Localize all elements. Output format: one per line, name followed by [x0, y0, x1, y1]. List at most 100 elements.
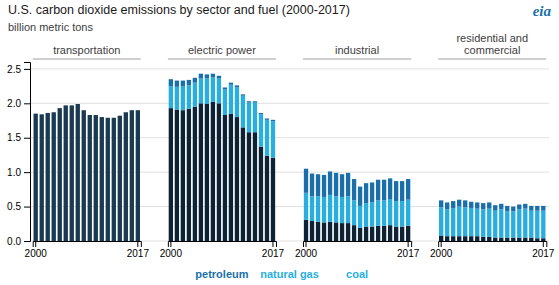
bar [40, 114, 44, 241]
bar [235, 117, 239, 241]
bar [394, 201, 398, 226]
bar [193, 78, 197, 83]
bar [406, 226, 410, 241]
bar [406, 200, 410, 226]
y-tick-label: 2.5 [7, 64, 21, 75]
bars [34, 74, 546, 241]
bar [58, 108, 62, 241]
bar [493, 238, 497, 241]
bar [340, 174, 344, 197]
bar [370, 227, 374, 241]
bar [136, 110, 140, 241]
bar [211, 77, 215, 102]
bar [229, 114, 233, 241]
bar [400, 181, 404, 201]
bar [535, 206, 539, 211]
x-tick: 2017 [262, 241, 285, 259]
bar [487, 202, 491, 208]
grid [30, 69, 549, 241]
y-tick-mark [24, 138, 30, 139]
bar [529, 206, 533, 211]
y-tick-label: 2.0 [7, 98, 21, 109]
y-tick-mark [24, 172, 30, 173]
bar [205, 74, 209, 78]
bar [541, 206, 545, 211]
bar [394, 227, 398, 241]
y-tick-mark [24, 103, 30, 104]
bar [463, 207, 467, 236]
y-axis: 0.00.51.01.52.02.5 [7, 63, 30, 247]
bar [70, 105, 74, 241]
sector-label-line: residential and [456, 32, 528, 44]
bar [358, 228, 362, 241]
bar [439, 235, 443, 241]
bar [469, 202, 473, 208]
bar-group [34, 104, 140, 241]
x-axis-line [33, 242, 141, 248]
bar [358, 206, 362, 228]
bar [517, 238, 521, 241]
bar [499, 238, 503, 241]
bar [535, 238, 539, 241]
x-tick: 2017 [397, 241, 420, 259]
x-axis: 20002017 [160, 241, 285, 259]
bar [253, 101, 257, 102]
bar [304, 169, 308, 193]
bar [394, 181, 398, 201]
bar [469, 236, 473, 241]
bar [463, 200, 467, 207]
plot-area: 0.00.51.01.52.02.52000201720002017200020… [7, 32, 555, 259]
y-tick: 2.5 [7, 64, 30, 75]
bar [388, 178, 392, 199]
sector-label: electric power [188, 44, 256, 56]
bar [364, 227, 368, 241]
sector-label: transportation [53, 44, 120, 56]
bar [223, 90, 227, 115]
bar [181, 86, 185, 110]
bar [340, 197, 344, 223]
bar [259, 113, 263, 114]
bar [340, 223, 344, 241]
bar [187, 109, 191, 241]
bar [358, 187, 362, 206]
bar [493, 211, 497, 238]
x-tick-label: 2017 [532, 248, 555, 259]
bar [112, 118, 116, 241]
bar [382, 200, 386, 225]
bar [535, 211, 539, 239]
bar [322, 175, 326, 197]
bar [100, 117, 104, 241]
bar [529, 238, 533, 241]
bar [181, 110, 185, 241]
bar [94, 115, 98, 241]
bar [328, 195, 332, 222]
bar [469, 208, 473, 236]
y-tick: 2.0 [7, 98, 30, 109]
bar [364, 203, 368, 226]
sector-label-line: industrial [335, 44, 379, 56]
bar [181, 81, 185, 87]
bar [199, 79, 203, 104]
bar [334, 222, 338, 241]
bar [247, 103, 251, 133]
bar [316, 196, 320, 221]
bar [487, 237, 491, 241]
bar [541, 211, 545, 239]
x-tick: 2000 [25, 241, 48, 259]
x-axis-line [168, 242, 276, 248]
sector-line [33, 59, 141, 60]
bar [241, 96, 245, 128]
bar [346, 196, 350, 223]
bar [34, 114, 38, 241]
bar [328, 222, 332, 241]
bar [241, 94, 245, 95]
logo: eia [533, 3, 552, 19]
x-axis: 20002017 [25, 241, 150, 259]
x-tick-label: 2000 [295, 248, 318, 259]
bar [517, 205, 521, 210]
bar [310, 221, 314, 241]
x-axis: 2000 2017 [295, 241, 420, 259]
bar [193, 107, 197, 241]
bar [88, 115, 92, 241]
bar [46, 113, 50, 241]
